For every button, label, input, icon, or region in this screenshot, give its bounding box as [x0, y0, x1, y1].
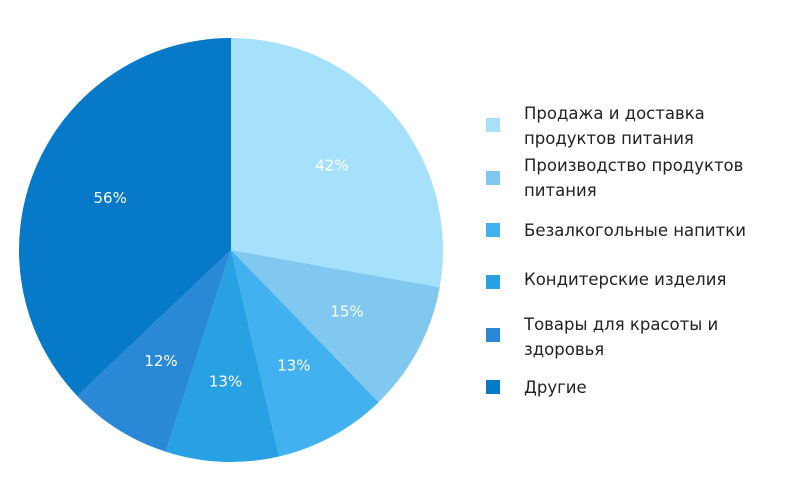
- legend-label-3: Безалкогольные напитки: [524, 221, 746, 240]
- pie-slice-6: [19, 38, 231, 396]
- slice-label-6: 56%: [94, 189, 127, 207]
- pie-slice-4: [165, 250, 280, 462]
- slice-label-1: 42%: [315, 157, 348, 175]
- legend-label-6: Другие: [524, 378, 587, 397]
- slice-label-2: 15%: [330, 303, 363, 321]
- legend-label-5: Товары для красоты и здоровья: [524, 315, 719, 359]
- pie-slice-1: [231, 38, 443, 288]
- pie-slice-5: [77, 250, 231, 452]
- legend-label-4: Кондитерские изделия: [524, 270, 727, 289]
- chart-legend: Продажа и доставка продуктов питания Прои…: [486, 0, 786, 500]
- legend-swatch-6: [486, 380, 500, 394]
- legend-label-2: Производство продуктов питания: [524, 156, 744, 200]
- legend-label-1: Продажа и доставка продуктов питания: [524, 104, 705, 148]
- legend-swatch-4: [486, 275, 500, 289]
- slice-label-4: 13%: [209, 372, 242, 390]
- legend-swatch-2: [486, 171, 500, 185]
- slice-label-3: 13%: [277, 356, 310, 374]
- slice-label-5: 12%: [144, 352, 177, 370]
- legend-swatch-1: [486, 118, 500, 132]
- pie-slice-3: [231, 250, 379, 457]
- pie-slice-2: [231, 250, 440, 403]
- legend-swatch-5: [486, 328, 500, 342]
- legend-swatch-3: [486, 223, 500, 237]
